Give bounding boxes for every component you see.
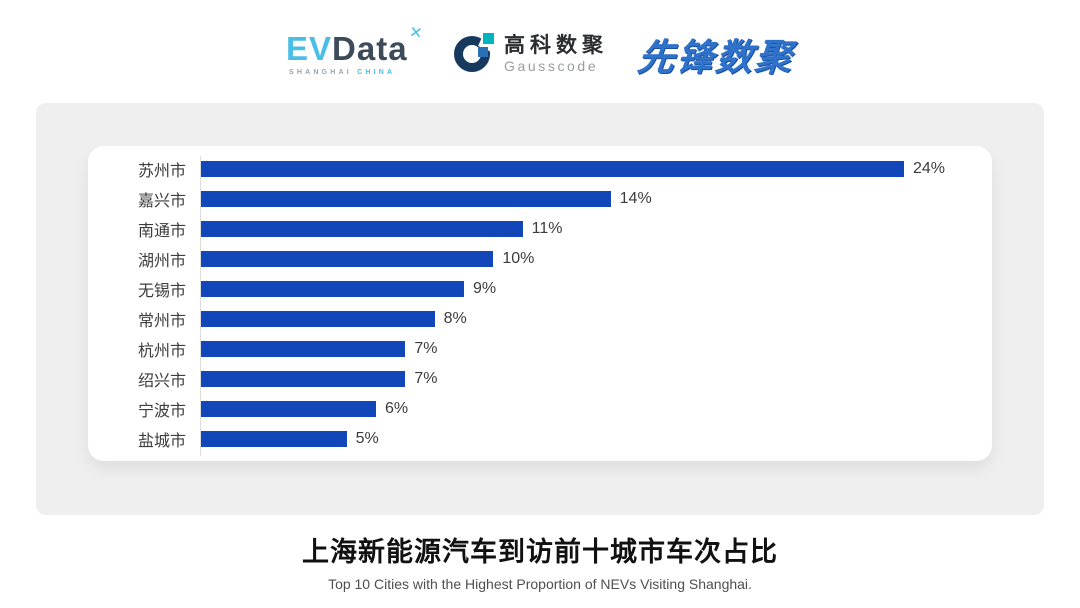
evdata-china-text: CHINA: [357, 69, 396, 76]
evdata-subtext: SHANGHAI CHINA: [289, 69, 395, 76]
bar: [200, 371, 406, 387]
bar: [200, 191, 611, 207]
bar-row: 盐城市 5%: [88, 424, 992, 454]
evdata-wordmark: EV Data ✕: [286, 24, 424, 67]
category-label: 杭州市: [137, 343, 186, 360]
bar-row: 苏州市 24%: [88, 154, 992, 184]
bar-row: 常州市 8%: [88, 304, 992, 334]
value-label: 24%: [913, 160, 946, 177]
value-label: 14%: [619, 190, 652, 207]
gausscode-g-icon: [453, 33, 499, 75]
footer: 上海新能源汽车到访前十城市车次占比 Top 10 Cities with the…: [0, 530, 1080, 592]
evdata-shanghai-text: SHANGHAI: [289, 69, 358, 76]
bar: [200, 401, 376, 417]
bar-row: 宁波市 6%: [88, 394, 992, 424]
bar-row: 嘉兴市 14%: [88, 184, 992, 214]
gausscode-cn-text: 高科数聚: [503, 34, 608, 57]
bar-row: 无锡市 9%: [88, 274, 992, 304]
evdata-x-icon: ✕: [407, 24, 425, 43]
value-label: 5%: [355, 430, 379, 447]
value-label: 6%: [385, 400, 409, 417]
gausscode-logo: 高科数聚 Gausscode: [453, 33, 608, 75]
category-label: 绍兴市: [137, 373, 186, 390]
category-label: 常州市: [137, 313, 186, 330]
value-label: 11%: [531, 220, 563, 237]
bar-row: 湖州市 10%: [88, 244, 992, 274]
bar: [200, 341, 406, 357]
chart-card: 苏州市 24% 嘉兴市 14% 南通市 11% 湖州市 10% 无锡市 9% 常州市 8% 杭州市 7% 绍…: [88, 146, 992, 461]
bar: [200, 431, 347, 447]
category-label: 苏州市: [137, 163, 186, 180]
category-label: 盐城市: [137, 433, 186, 450]
page-title: 上海新能源汽车到访前十城市车次占比: [302, 537, 778, 567]
bar-row: 绍兴市 7%: [88, 364, 992, 394]
value-label: 7%: [414, 340, 438, 357]
bar-row: 杭州市 7%: [88, 334, 992, 364]
bar: [200, 311, 435, 327]
gausscode-en-text: Gausscode: [503, 58, 599, 74]
value-label: 9%: [473, 280, 497, 297]
category-label: 宁波市: [137, 403, 186, 420]
bar-chart: 苏州市 24% 嘉兴市 14% 南通市 11% 湖州市 10% 无锡市 9% 常州市 8% 杭州市 7% 绍…: [88, 154, 992, 456]
value-label: 10%: [502, 250, 535, 267]
pioneer-data-logo: 先锋数聚: [635, 37, 796, 78]
bar-chart-rows: 苏州市 24% 嘉兴市 14% 南通市 11% 湖州市 10% 无锡市 9% 常州市 8% 杭州市 7% 绍…: [88, 154, 992, 454]
page-subtitle: Top 10 Cities with the Highest Proportio…: [328, 576, 752, 592]
bar: [200, 251, 494, 267]
category-label: 无锡市: [137, 283, 186, 300]
category-label: 嘉兴市: [137, 193, 186, 210]
category-label: 南通市: [137, 223, 186, 240]
bar: [200, 221, 523, 237]
y-axis-line: [200, 156, 201, 456]
value-label: 7%: [414, 370, 438, 387]
bar: [200, 161, 904, 177]
chart-panel: 苏州市 24% 嘉兴市 14% 南通市 11% 湖州市 10% 无锡市 9% 常州市 8% 杭州市 7% 绍…: [36, 103, 1044, 515]
gausscode-wordmark: 高科数聚 Gausscode: [504, 35, 608, 73]
evdata-logo: EV Data ✕ SHANGHAI CHINA: [286, 24, 424, 76]
header: EV Data ✕ SHANGHAI CHINA 高科数聚 Gausscode 先锋…: [0, 22, 1080, 86]
evdata-ev-text: EV: [286, 30, 333, 67]
category-label: 湖州市: [137, 253, 186, 270]
bar-row: 南通市 11%: [88, 214, 992, 244]
value-label: 8%: [443, 310, 467, 327]
evdata-data-text: Data: [332, 30, 408, 67]
bar: [200, 281, 464, 297]
